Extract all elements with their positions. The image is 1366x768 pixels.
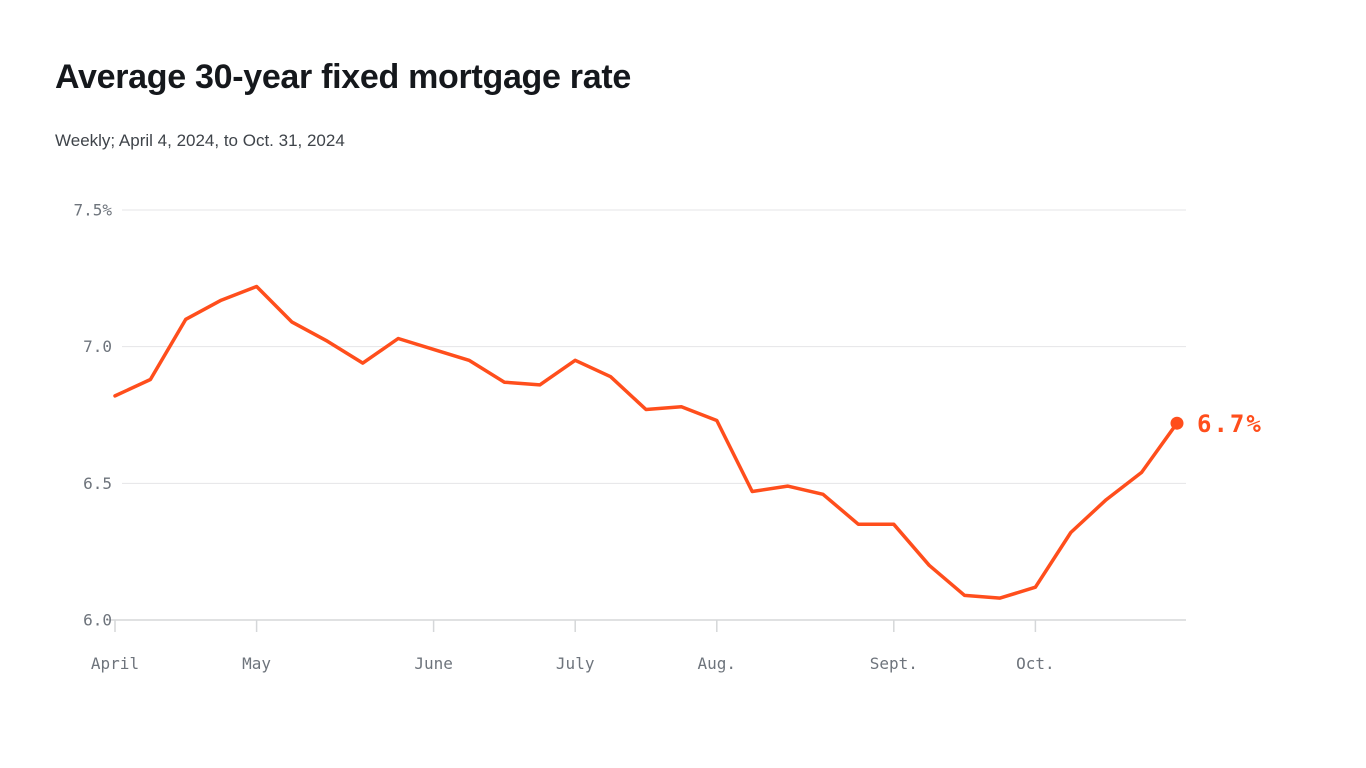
- x-axis-label: May: [242, 654, 271, 673]
- end-point-dot: [1170, 416, 1184, 430]
- x-axis-label: Sept.: [870, 654, 918, 673]
- x-axis-label: July: [556, 654, 595, 673]
- x-axis-label: Aug.: [698, 654, 737, 673]
- x-axis-label: April: [91, 654, 139, 673]
- page-title: Average 30-year fixed mortgage rate: [55, 58, 631, 96]
- x-axis-label: Oct.: [1016, 654, 1055, 673]
- y-axis-label: 7.5%: [73, 201, 112, 220]
- end-value-label: 6.7%: [1197, 410, 1263, 438]
- y-axis-label: 7.0: [83, 337, 112, 356]
- rate-line: [113, 284, 1179, 600]
- x-axis-label: June: [414, 654, 453, 673]
- y-axis-label: 6.0: [83, 611, 112, 630]
- y-axis-label: 6.5: [83, 474, 112, 493]
- page-subtitle: Weekly; April 4, 2024, to Oct. 31, 2024: [55, 131, 345, 150]
